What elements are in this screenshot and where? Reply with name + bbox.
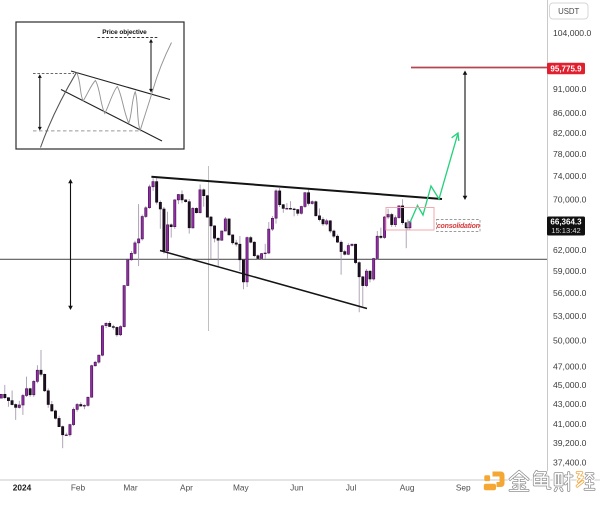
svg-text:70,000.0: 70,000.0 [553,194,587,204]
svg-text:59,000.0: 59,000.0 [553,266,587,276]
svg-text:78,000.0: 78,000.0 [553,149,587,159]
svg-text:82,000.0: 82,000.0 [553,128,587,138]
svg-text:45,000.0: 45,000.0 [553,380,587,390]
svg-text:47,000.0: 47,000.0 [553,362,587,372]
svg-text:95,775.9: 95,775.9 [550,64,582,73]
svg-text:43,000.0: 43,000.0 [553,399,587,409]
svg-text:86,000.0: 86,000.0 [553,108,587,118]
svg-text:Jul: Jul [346,483,357,493]
svg-text:USDT: USDT [558,7,579,16]
svg-text:Mar: Mar [123,483,138,493]
svg-text:15:13:42: 15:13:42 [551,226,581,235]
svg-text:41,000.0: 41,000.0 [553,419,587,429]
svg-text:91,000.0: 91,000.0 [553,84,587,94]
svg-text:104,000.0: 104,000.0 [553,28,591,38]
svg-text:2024: 2024 [13,483,32,493]
svg-text:Feb: Feb [71,483,86,493]
svg-text:Apr: Apr [180,483,193,493]
svg-text:May: May [233,483,250,493]
svg-text:50,000.0: 50,000.0 [553,336,587,346]
svg-text:Aug: Aug [400,483,415,493]
svg-text:consolidation: consolidation [437,223,480,230]
svg-text:53,000.0: 53,000.0 [553,311,587,321]
svg-text:Price objective: Price objective [102,29,147,36]
svg-text:66,364.3: 66,364.3 [550,218,582,227]
svg-text:74,000.0: 74,000.0 [553,171,587,181]
svg-text:62,000.0: 62,000.0 [553,245,587,255]
svg-text:39,200.0: 39,200.0 [553,438,587,448]
svg-text:Jun: Jun [290,483,304,493]
svg-text:56,000.0: 56,000.0 [553,288,587,298]
svg-text:37,400.0: 37,400.0 [553,458,587,468]
svg-text:Sep: Sep [456,483,471,493]
